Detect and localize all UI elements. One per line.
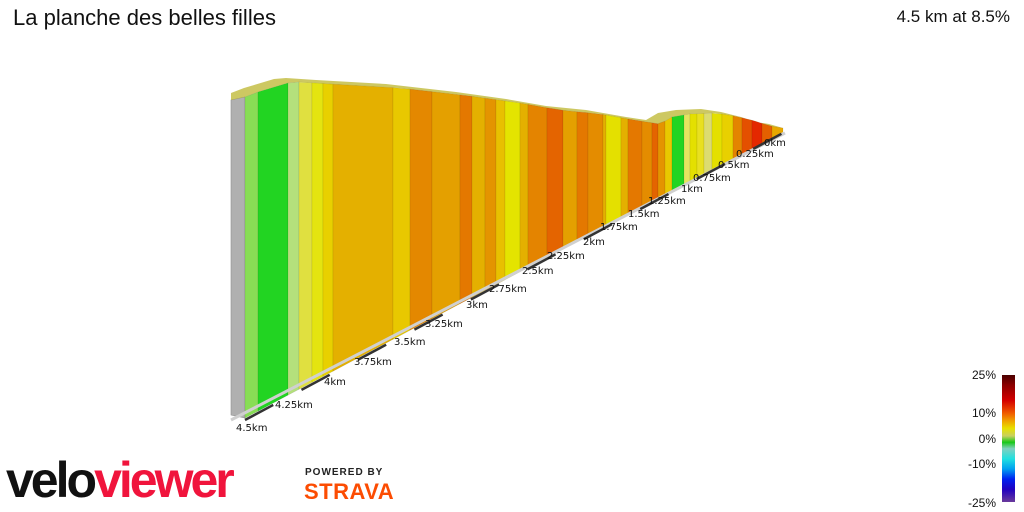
distance-tick-label: 0km [764, 138, 786, 149]
distance-tick-label: 3.5km [394, 337, 425, 348]
profile-side-face [230, 96, 246, 419]
distance-tick-label: 3.25km [425, 319, 463, 330]
strava-logo[interactable]: STRAVA [304, 479, 395, 504]
distance-tick-label: 3.75km [354, 357, 392, 368]
gradient-segment [657, 120, 666, 199]
gradient-segment [257, 82, 289, 412]
colorbar-tick: 25% [971, 368, 996, 382]
gradient-segment [392, 87, 411, 340]
distance-tick-label: 2.25km [547, 251, 585, 262]
climb-stats: 4.5 km at 8.5% [896, 7, 1010, 26]
gradient-segment [641, 120, 653, 208]
gradient-segment [546, 107, 564, 258]
powered-by-label: POWERED BY [305, 467, 384, 478]
distance-tick-label: 1.75km [600, 222, 638, 233]
side-face-polygon [230, 96, 246, 419]
distance-tick-label: 1km [681, 184, 703, 195]
gradient-segment [322, 83, 334, 378]
distance-tick-label: 2km [583, 237, 605, 248]
top-face-polygon [231, 78, 783, 128]
gradient-segment [519, 102, 529, 273]
gradient-segment [562, 109, 578, 250]
profile-top-face [231, 78, 783, 128]
gradient-segment [683, 113, 691, 186]
distance-tick-label: 0.75km [693, 173, 731, 184]
gradient-segment [587, 112, 604, 237]
gradient-segment [620, 117, 629, 219]
distance-tick-label: 1.5km [628, 209, 659, 220]
gradient-segment [627, 118, 643, 215]
gradient-segment [504, 100, 521, 281]
gradient-segment [287, 81, 300, 396]
gradient-segment [664, 116, 673, 196]
gradient-segment [431, 91, 461, 320]
gradient-segment [689, 113, 698, 182]
gradient-segment [703, 112, 713, 175]
gradient-segment [244, 91, 259, 419]
gradient-segment [471, 95, 486, 298]
colorbar-gradient [1002, 375, 1015, 502]
colorbar-tick: -25% [967, 496, 996, 510]
distance-tick-label: 4.25km [275, 400, 313, 411]
logo-velo: velo [6, 452, 97, 508]
distance-tick-label: 3km [466, 300, 488, 311]
distance-axis [230, 131, 786, 422]
distance-tick-label: 4.5km [236, 423, 267, 434]
gradient-segment [495, 99, 506, 286]
gradient-segment [298, 81, 313, 390]
axis-line [230, 131, 786, 422]
gradient-segment [721, 113, 734, 165]
gradient-segment [409, 88, 433, 331]
distance-tick-label: 2.75km [489, 284, 527, 295]
gradient-segment [459, 94, 473, 305]
gradient-segment [311, 82, 324, 383]
gradient-segment [602, 114, 607, 229]
gradient-segments [244, 81, 784, 419]
gradient-segment [484, 97, 497, 291]
gradient-colorbar: 25% 10% 0% -10% -25% [940, 366, 1024, 512]
distance-tick-label: 0.25km [736, 149, 774, 160]
colorbar-tick: -10% [967, 457, 996, 471]
colorbar-tick: 10% [971, 406, 996, 420]
gradient-segment [605, 114, 622, 227]
veloviewer-logo[interactable]: veloviewer [6, 452, 235, 508]
gradient-segment [576, 111, 589, 243]
logo-viewer: viewer [94, 452, 235, 508]
gradient-segment [651, 122, 659, 203]
distance-tick-label: 2.5km [522, 266, 553, 277]
gradient-segment [671, 114, 685, 192]
distance-tick-label: 0.5km [718, 160, 749, 171]
distance-tick-label: 4km [324, 377, 346, 388]
gradient-segment [771, 125, 784, 139]
gradient-segment [527, 104, 548, 269]
gradient-segment [696, 113, 705, 179]
climb-title: La planche des belles filles [13, 5, 276, 30]
gradient-segment [332, 83, 394, 372]
distance-tick-label: 1.25km [648, 196, 686, 207]
colorbar-tick: 0% [978, 432, 996, 446]
